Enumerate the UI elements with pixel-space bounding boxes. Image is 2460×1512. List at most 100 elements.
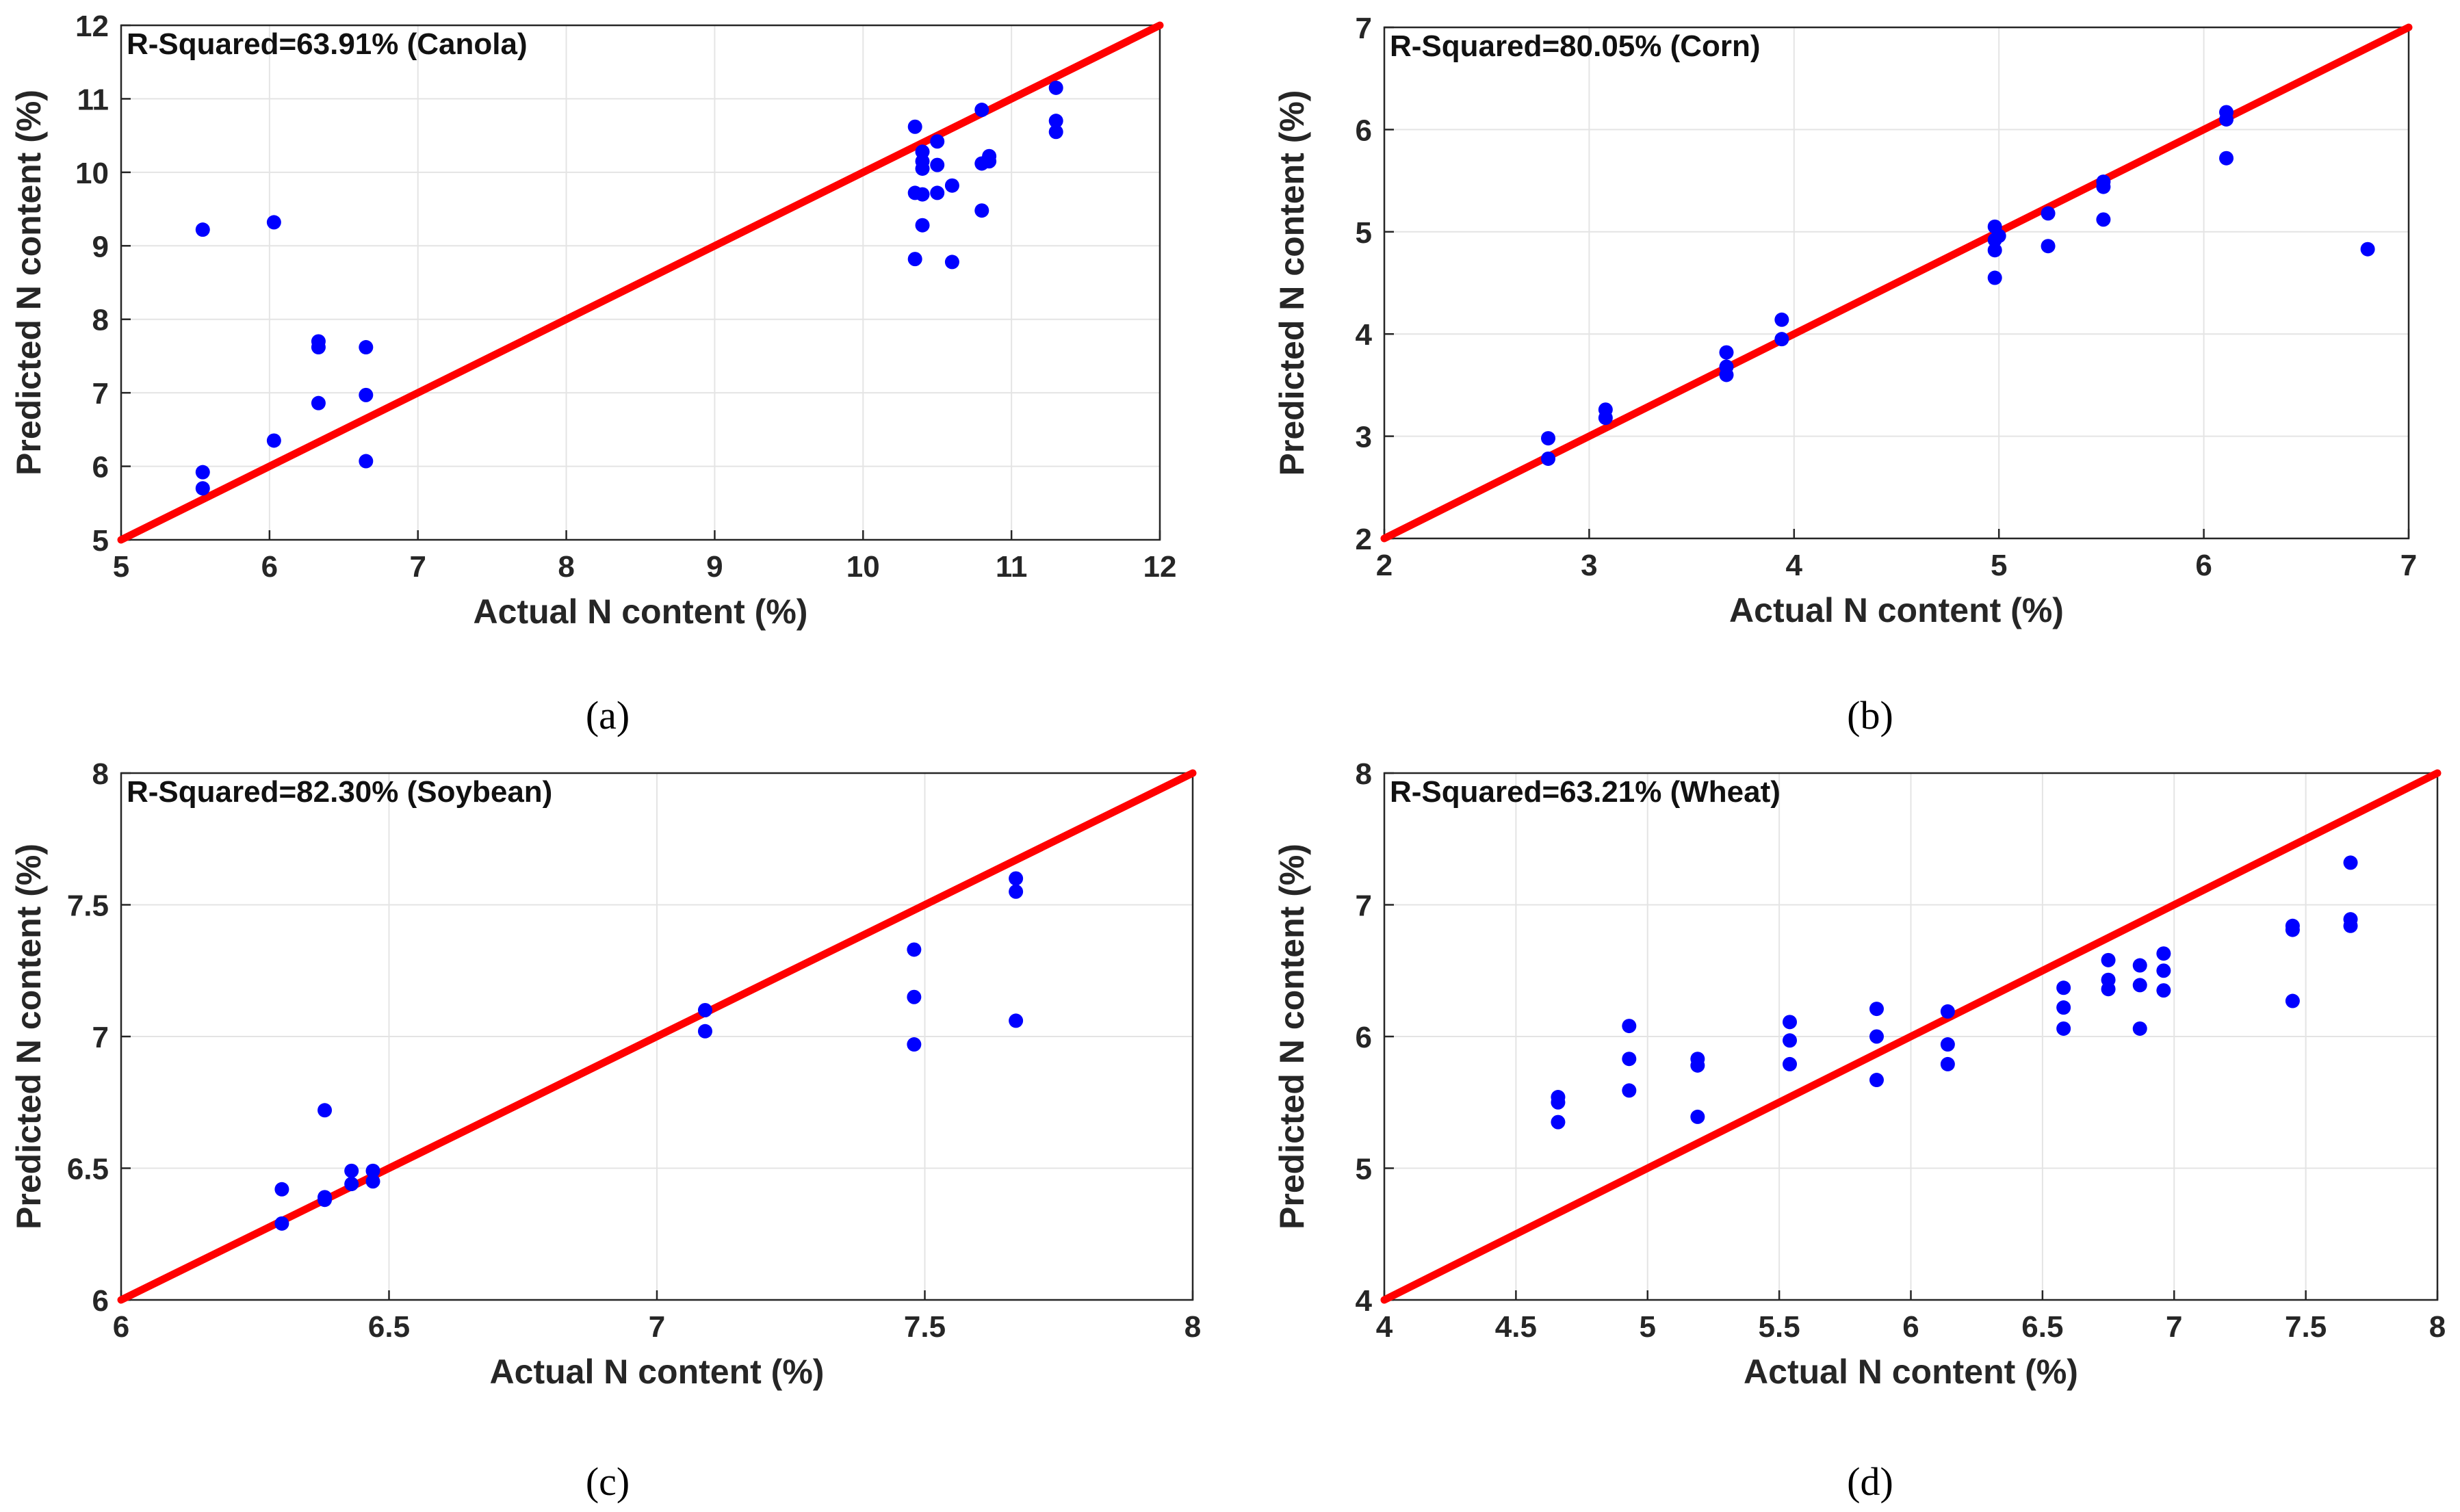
y-tick-label: 4 bbox=[1356, 1284, 1373, 1318]
data-point bbox=[930, 185, 945, 200]
x-axis-label: Actual N content (%) bbox=[1744, 1353, 2078, 1391]
x-tick-label: 7 bbox=[2400, 549, 2417, 582]
y-tick-label: 7 bbox=[92, 1021, 109, 1054]
y-tick-label: 5 bbox=[1356, 1153, 1372, 1186]
x-axis-label: Actual N content (%) bbox=[1729, 591, 2064, 629]
y-tick-label: 10 bbox=[75, 157, 109, 190]
data-point bbox=[311, 395, 326, 410]
x-tick-label: 5.5 bbox=[1759, 1310, 1800, 1344]
data-point bbox=[2096, 212, 2111, 227]
data-point bbox=[274, 1182, 289, 1197]
x-tick-label: 10 bbox=[846, 550, 880, 584]
x-tick-label: 8 bbox=[1184, 1310, 1201, 1344]
data-point bbox=[1009, 884, 1024, 899]
x-tick-label: 5 bbox=[113, 550, 129, 584]
data-point bbox=[318, 1192, 333, 1208]
data-point bbox=[1048, 125, 1063, 140]
y-tick-label: 5 bbox=[92, 524, 109, 558]
axes-box bbox=[1383, 26, 2410, 540]
data-point bbox=[2285, 993, 2300, 1008]
y-axis-label: Predicted N content (%) bbox=[1273, 844, 1311, 1229]
data-point bbox=[1869, 1073, 1884, 1088]
r-squared-annotation: R-Squared=63.91% (Canola) bbox=[127, 27, 528, 61]
data-point bbox=[2101, 982, 2116, 997]
panel-caption: (b) bbox=[1847, 693, 1893, 738]
r-squared-annotation: R-Squared=82.30% (Soybean) bbox=[127, 775, 552, 809]
y-axis-label: Predicted N content (%) bbox=[10, 90, 48, 475]
fit-line bbox=[1380, 769, 2442, 1304]
data-point bbox=[930, 134, 945, 149]
data-point bbox=[1551, 1095, 1566, 1110]
x-tick-label: 6 bbox=[1902, 1310, 1919, 1344]
x-tick-label: 5 bbox=[1991, 549, 2007, 582]
y-tick-label: 9 bbox=[92, 230, 109, 263]
panel-caption: (a) bbox=[586, 693, 630, 738]
data-point bbox=[1869, 1029, 1884, 1044]
data-point bbox=[2219, 151, 2234, 166]
y-tick-label: 8 bbox=[92, 304, 109, 337]
data-point bbox=[1622, 1019, 1637, 1034]
data-point bbox=[195, 222, 210, 237]
y-tick-label: 8 bbox=[1356, 757, 1372, 791]
data-point bbox=[344, 1163, 359, 1178]
y-tick-label: 8 bbox=[92, 757, 109, 791]
x-tick-label: 5 bbox=[1640, 1310, 1656, 1344]
data-point bbox=[982, 154, 997, 169]
data-point bbox=[195, 481, 210, 496]
data-point bbox=[318, 1103, 333, 1118]
y-tick-label: 6 bbox=[92, 451, 109, 484]
data-point bbox=[2041, 206, 2056, 221]
axes-box bbox=[120, 24, 1161, 541]
fit-line bbox=[117, 769, 1197, 1304]
x-tick-label: 7 bbox=[409, 550, 426, 584]
data-point bbox=[2132, 1021, 2147, 1036]
x-tick-label: 2 bbox=[1376, 549, 1393, 582]
data-point bbox=[344, 1177, 359, 1192]
data-point bbox=[930, 157, 945, 172]
data-point bbox=[2360, 242, 2375, 257]
data-point bbox=[1690, 1058, 1705, 1073]
data-point bbox=[2056, 980, 2071, 995]
y-tick-label: 5 bbox=[1356, 216, 1372, 250]
x-tick-label: 9 bbox=[706, 550, 723, 584]
x-axis-label: Actual N content (%) bbox=[490, 1353, 825, 1391]
data-point bbox=[365, 1163, 380, 1178]
x-tick-label: 7 bbox=[2166, 1310, 2182, 1344]
x-tick-label: 6.5 bbox=[2021, 1310, 2063, 1344]
y-axis-label: Predicted N content (%) bbox=[1273, 90, 1311, 476]
chart-panel: 5 6 7 8 9 10 11 12 5 6 7 8 9 10 11 12 Actual N content (… bbox=[10, 10, 1176, 738]
x-tick-label: 3 bbox=[1581, 549, 1597, 582]
data-point bbox=[974, 103, 989, 118]
data-point bbox=[2156, 946, 2171, 961]
y-tick-label: 4 bbox=[1356, 318, 1373, 352]
x-tick-label: 6 bbox=[113, 1310, 129, 1344]
data-point bbox=[907, 989, 922, 1004]
fit-line bbox=[1380, 23, 2413, 543]
y-tick-label: 7 bbox=[92, 377, 109, 410]
data-point bbox=[1048, 80, 1063, 95]
data-point bbox=[907, 119, 922, 134]
data-point bbox=[1774, 332, 1789, 347]
x-tick-label: 11 bbox=[996, 550, 1028, 584]
data-point bbox=[1719, 345, 1734, 360]
data-point bbox=[2101, 952, 2116, 967]
data-point bbox=[2056, 1021, 2071, 1036]
y-tick-label: 2 bbox=[1356, 523, 1372, 556]
x-tick-label: 6 bbox=[2195, 549, 2212, 582]
y-tick-label: 6 bbox=[92, 1284, 109, 1318]
data-point bbox=[1622, 1052, 1637, 1067]
data-point bbox=[2041, 239, 2056, 254]
data-point bbox=[1940, 1037, 1955, 1052]
x-axis-label: Actual N content (%) bbox=[474, 592, 808, 631]
data-point bbox=[2343, 855, 2358, 870]
data-point bbox=[1783, 1033, 1798, 1048]
data-point bbox=[974, 203, 989, 218]
data-point bbox=[2156, 963, 2171, 978]
y-axis-label: Predicted N content (%) bbox=[10, 844, 48, 1229]
data-point bbox=[359, 340, 374, 355]
data-point bbox=[266, 433, 281, 448]
data-point bbox=[1009, 871, 1024, 886]
data-point bbox=[2219, 112, 2234, 127]
x-tick-label: 7.5 bbox=[2285, 1310, 2327, 1344]
